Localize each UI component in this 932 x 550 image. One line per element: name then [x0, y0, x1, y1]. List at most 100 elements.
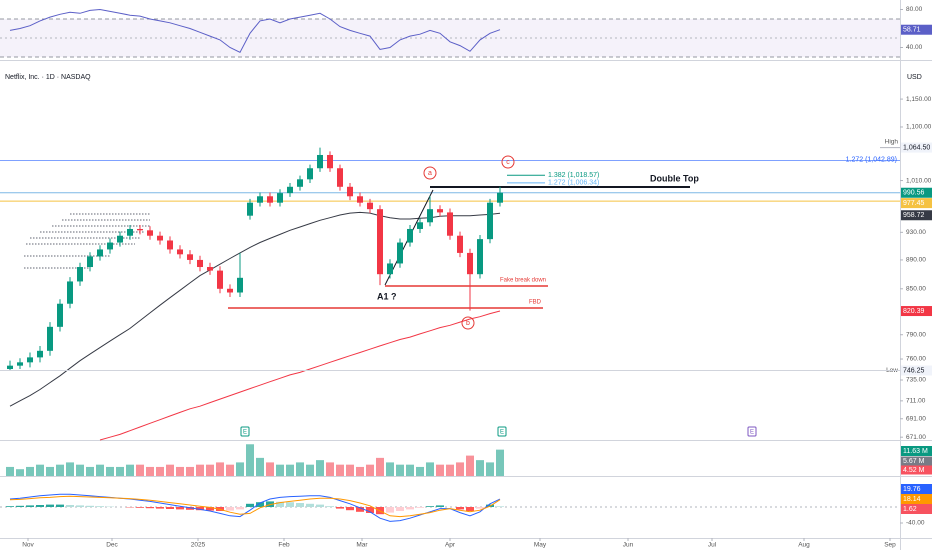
volume-tag: 11.63 M: [903, 448, 928, 455]
candle-body: [247, 202, 253, 216]
macd-tag-bg: [901, 494, 932, 504]
candle-body: [57, 303, 63, 327]
candle-body: [427, 209, 433, 223]
candle-body: [97, 249, 103, 257]
macd-histogram-bar: [386, 507, 394, 513]
moving-average: [99, 310, 501, 441]
ma-tag-bg: [901, 306, 932, 317]
volume-bar: [466, 455, 474, 476]
volume-ma-tag-bg: [901, 465, 932, 475]
macd-histogram-bar: [286, 502, 294, 507]
fib-label: 1.382 (1,018.57): [548, 172, 599, 179]
candle-body: [7, 365, 13, 370]
volume-bar: [86, 466, 94, 476]
macd-histogram-bar: [76, 505, 84, 507]
volume-bar: [126, 464, 134, 476]
y-tick-label: 790.00: [906, 331, 926, 338]
candle-body: [177, 249, 183, 255]
y-tick-label: -40.00: [906, 520, 925, 527]
y-tick-label: 80.00: [906, 6, 923, 13]
macd-histogram-bar: [296, 503, 304, 507]
last-price-tag-bg: [901, 187, 932, 198]
double-top-label: Double Top: [650, 173, 699, 183]
wave-circle: [461, 316, 475, 330]
macd-histogram-bar: [366, 507, 374, 513]
low-tag-bg: [901, 365, 932, 376]
ma-tag: 958.72: [903, 212, 925, 219]
macd-histogram-bar: [436, 505, 444, 507]
volume-bar: [256, 457, 264, 476]
volume-bar: [96, 464, 104, 476]
macd-histogram-bar: [86, 505, 94, 507]
volume-bar: [76, 464, 84, 476]
price-line-tag: 977.45: [903, 200, 925, 207]
volume-bar: [296, 462, 304, 476]
x-tick-label: Apr: [445, 542, 456, 549]
candle-body: [417, 222, 423, 229]
candle-body: [67, 281, 73, 304]
y-tick-label: 760.00: [906, 356, 926, 363]
earnings-label: E: [500, 430, 504, 436]
volume-bar: [496, 449, 504, 476]
macd-histogram-bar: [346, 507, 354, 511]
candle-body: [137, 228, 143, 231]
volume-bar: [456, 462, 464, 476]
volume-bar: [436, 464, 444, 476]
macd-histogram-bar: [456, 507, 464, 510]
candle-body: [277, 193, 283, 203]
candle-body: [297, 179, 303, 187]
volume-bar: [286, 464, 294, 476]
volume-bar: [186, 466, 194, 476]
macd-histogram-bar: [406, 507, 414, 510]
volume-bar: [276, 464, 284, 476]
x-tick-label: Mar: [356, 542, 368, 549]
candle-body: [197, 259, 203, 268]
macd-histogram-bar: [306, 503, 314, 507]
high-tag-bg: [901, 142, 932, 153]
volume-bar: [226, 464, 234, 476]
volume-bar: [486, 462, 494, 476]
macd-line: [9, 493, 501, 522]
x-tick-label: Jul: [708, 542, 717, 549]
wave-label: a: [428, 170, 432, 177]
volume-bar: [216, 462, 224, 476]
fake-break-label: Fake break down: [500, 278, 546, 284]
histogram-tag-bg: [901, 504, 932, 514]
volume-bar: [416, 466, 424, 476]
symbol-title: Netflix, Inc. · 1D · NASDAQ: [5, 74, 91, 81]
macd-histogram-bar: [46, 504, 54, 507]
candle-body: [477, 239, 483, 275]
rsi-line: [9, 8, 501, 53]
x-tick-label: Nov: [22, 542, 34, 549]
candle-body: [397, 242, 403, 264]
y-tick-label: 850.00: [906, 286, 926, 293]
macd-histogram-bar: [316, 504, 324, 507]
volume-bar: [316, 460, 324, 476]
candle-body: [487, 202, 493, 240]
wave-label: c: [506, 159, 510, 166]
macd-histogram-bar: [66, 505, 74, 507]
macd-histogram-bar: [96, 506, 104, 507]
macd-histogram-bar: [166, 507, 174, 509]
price-line-tag-bg: [901, 198, 932, 209]
volume-bar: [176, 466, 184, 476]
volume-bar: [106, 466, 114, 476]
ma-tag: 820.39: [903, 308, 925, 315]
volume-bar: [26, 466, 34, 476]
volume-bar: [66, 462, 74, 476]
high-tag: 1,064.50: [903, 144, 930, 151]
macd-tag: 18.14: [903, 496, 921, 503]
candle-body: [497, 192, 503, 203]
macd-histogram-bar: [186, 507, 194, 510]
macd-histogram-bar: [356, 507, 364, 512]
x-tick-label: Jun: [623, 542, 634, 549]
earnings-marker: [497, 426, 507, 437]
macd-histogram-bar: [466, 507, 474, 511]
y-tick-label: 711.00: [906, 398, 926, 405]
candle-body: [307, 168, 313, 180]
volume-bar: [386, 462, 394, 476]
volume-bar: [16, 469, 24, 476]
candle-body: [387, 263, 393, 275]
macd-histogram-bar: [236, 507, 244, 510]
macd-histogram-bar: [276, 501, 284, 507]
